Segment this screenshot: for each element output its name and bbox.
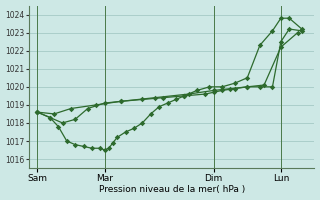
X-axis label: Pression niveau de la mer( hPa ): Pression niveau de la mer( hPa ) xyxy=(99,185,245,194)
